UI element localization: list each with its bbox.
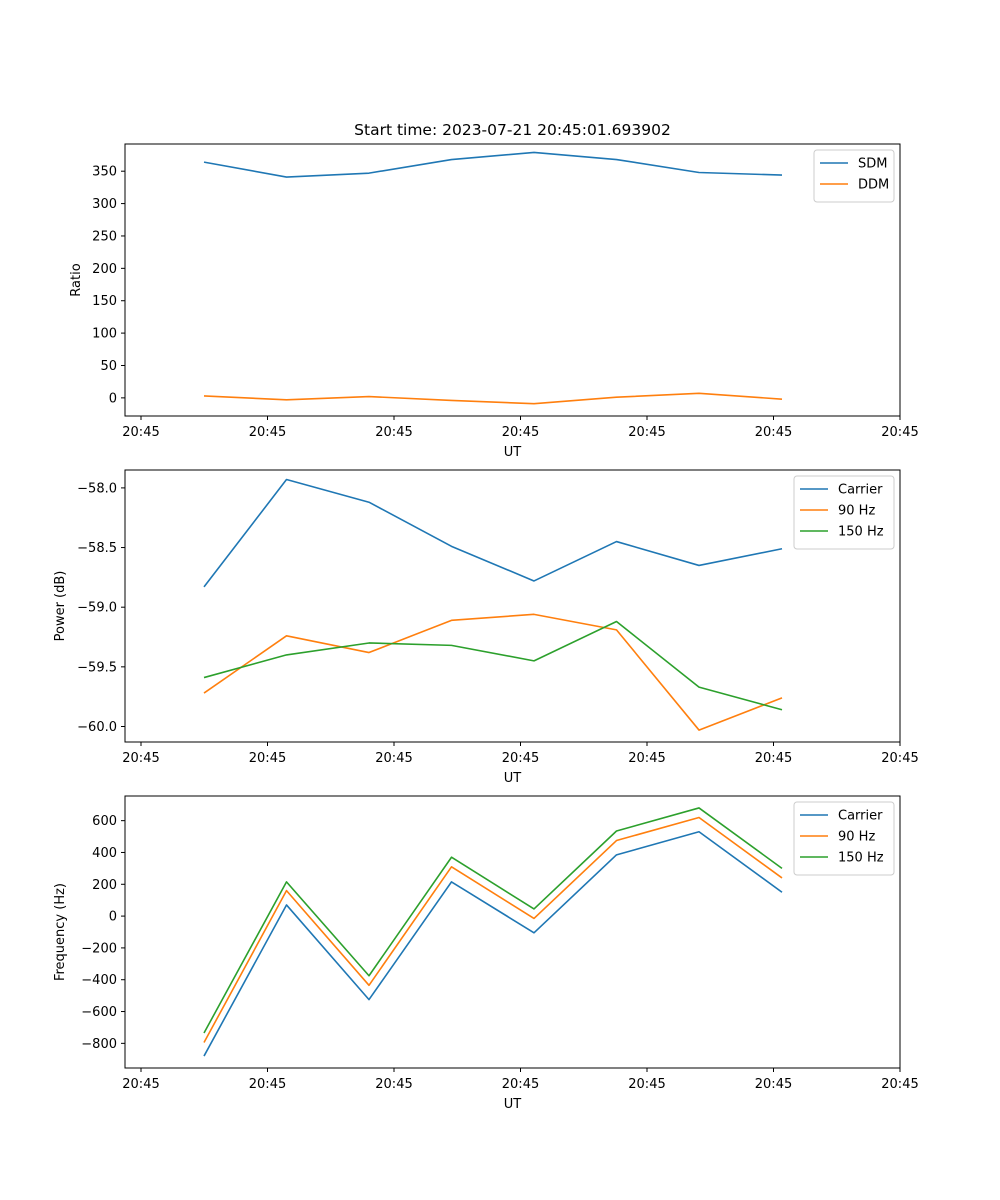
x-tick-label: 20:45 <box>502 425 539 440</box>
y-tick-label: 50 <box>100 359 117 374</box>
x-tick-label: 20:45 <box>755 751 792 766</box>
y-tick-label: −59.5 <box>77 660 117 675</box>
y-tick-label: 300 <box>92 197 117 212</box>
series-line-90-hz <box>203 816 783 1043</box>
y-tick-label: −60.0 <box>77 720 117 735</box>
y-tick-label: 0 <box>109 391 117 406</box>
y-tick-label: 150 <box>92 294 117 309</box>
series-line-ddm <box>203 392 783 405</box>
legend-label: 90 Hz <box>838 830 875 845</box>
x-tick-label: 20:45 <box>375 425 412 440</box>
y-tick-label: 250 <box>92 229 117 244</box>
axes-frame <box>124 143 901 417</box>
legend-label: Carrier <box>838 809 883 824</box>
x-tick-label: 20:45 <box>628 751 665 766</box>
y-tick-label: 350 <box>92 165 117 180</box>
x-tick-label: 20:45 <box>881 751 918 766</box>
y-tick-label: −400 <box>81 973 117 988</box>
y-tick-label: 200 <box>92 262 117 277</box>
x-tick-label: 20:45 <box>122 425 159 440</box>
y-tick-label: −800 <box>81 1037 117 1052</box>
legend-label: 150 Hz <box>838 525 884 540</box>
x-axis-label: UT <box>504 771 522 786</box>
series-line-150-hz <box>203 807 783 1034</box>
x-tick-label: 20:45 <box>122 1077 159 1092</box>
y-tick-label: −59.0 <box>77 601 117 616</box>
x-tick-label: 20:45 <box>755 425 792 440</box>
x-tick-label: 20:45 <box>249 1077 286 1092</box>
x-tick-label: 20:45 <box>755 1077 792 1092</box>
chart-title: Start time: 2023-07-21 20:45:01.693902 <box>354 121 671 139</box>
chart-panel-2: 20:45 20:45 20:45 20:45 20:45 20:45 20:45 −60.0… <box>53 469 919 786</box>
x-axis-label: UT <box>504 445 522 460</box>
series-line-carrier <box>203 830 783 1057</box>
y-tick-label: −58.5 <box>77 541 117 556</box>
series-line-150-hz <box>203 620 783 711</box>
x-tick-label: 20:45 <box>502 1077 539 1092</box>
x-tick-label: 20:45 <box>881 1077 918 1092</box>
y-tick-label: 400 <box>92 846 117 861</box>
y-axis-label: Ratio <box>69 263 84 296</box>
x-tick-label: 20:45 <box>375 751 412 766</box>
y-axis-label: Power (dB) <box>53 571 68 642</box>
series-line-carrier <box>203 478 783 588</box>
x-tick-label: 20:45 <box>249 425 286 440</box>
legend: SDM DDM <box>813 149 895 203</box>
y-tick-label: 600 <box>92 814 117 829</box>
y-tick-label: 200 <box>92 878 117 893</box>
legend-label: SDM <box>858 157 887 172</box>
x-tick-label: 20:45 <box>628 425 665 440</box>
legend-label: 90 Hz <box>838 504 875 519</box>
x-tick-label: 20:45 <box>502 751 539 766</box>
y-axis-label: Frequency (Hz) <box>53 883 68 981</box>
y-tick-label: −200 <box>81 941 117 956</box>
x-tick-label: 20:45 <box>122 751 159 766</box>
legend-label: DDM <box>858 178 889 193</box>
series-line-sdm <box>203 151 783 178</box>
legend-label: 150 Hz <box>838 851 884 866</box>
legend-label: Carrier <box>838 483 883 498</box>
y-tick-label: 0 <box>109 910 117 925</box>
x-tick-label: 20:45 <box>249 751 286 766</box>
x-axis-label: UT <box>504 1097 522 1112</box>
axes-frame <box>124 795 901 1069</box>
legend: Carrier 90 Hz 150 Hz <box>793 475 895 550</box>
series-line-90-hz <box>203 613 783 731</box>
axes-frame <box>124 469 901 743</box>
x-tick-label: 20:45 <box>628 1077 665 1092</box>
x-tick-label: 20:45 <box>881 425 918 440</box>
y-tick-label: −58.0 <box>77 481 117 496</box>
legend: Carrier 90 Hz 150 Hz <box>793 801 895 876</box>
y-tick-label: −600 <box>81 1005 117 1020</box>
y-tick-label: 100 <box>92 327 117 342</box>
x-tick-label: 20:45 <box>375 1077 412 1092</box>
chart-panel-3: 20:45 20:45 20:45 20:45 20:45 20:45 20:45 −800 −… <box>53 795 919 1112</box>
chart-panel-1: Start time: 2023-07-21 20:45:01.693902 20… <box>69 121 919 460</box>
